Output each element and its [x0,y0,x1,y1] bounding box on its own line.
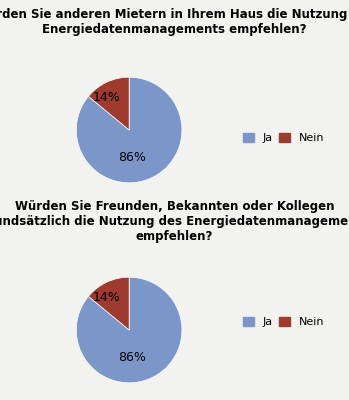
Text: 86%: 86% [118,351,146,364]
Wedge shape [76,77,182,183]
Legend: Ja, Nein: Ja, Nein [243,317,324,327]
Wedge shape [76,277,182,383]
Text: 14%: 14% [93,91,121,104]
Wedge shape [88,277,129,330]
Text: Würden Sie anderen Mietern in Ihrem Haus die Nutzung des
Energiedatenmanagements: Würden Sie anderen Mietern in Ihrem Haus… [0,8,349,36]
Text: 14%: 14% [93,291,121,304]
Wedge shape [88,77,129,130]
Text: Würden Sie Freunden, Bekannten oder Kollegen
grundsätzlich die Nutzung des Energ: Würden Sie Freunden, Bekannten oder Koll… [0,200,349,243]
Text: 86%: 86% [118,151,146,164]
Legend: Ja, Nein: Ja, Nein [243,133,324,143]
